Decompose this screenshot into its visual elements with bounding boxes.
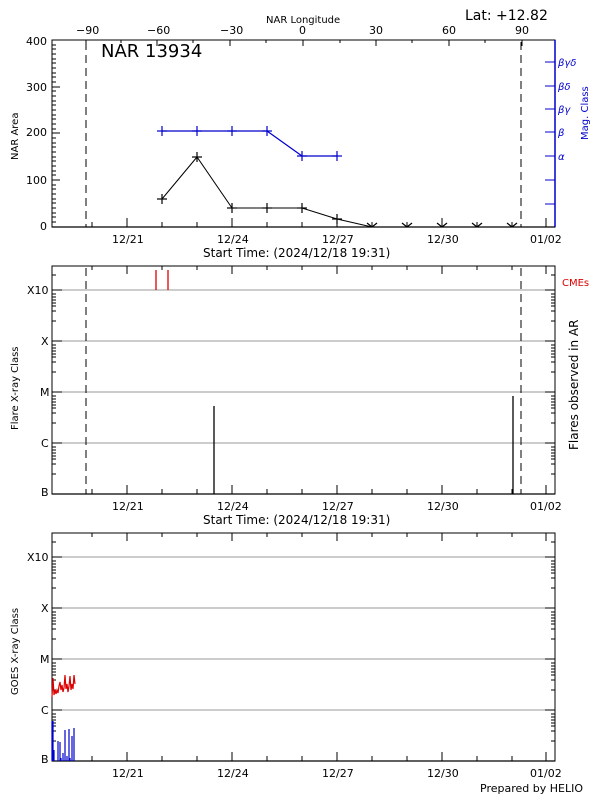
- top-axis-title: NAR Longitude: [266, 15, 340, 26]
- svg-text:βγδ: βγδ: [557, 58, 576, 69]
- series-nar-area: [157, 152, 518, 228]
- svg-text:X10: X10: [27, 284, 49, 297]
- svg-text:0: 0: [40, 220, 47, 233]
- series-mag-class: [157, 126, 342, 161]
- svg-text:−30: −30: [220, 24, 243, 37]
- svg-text:C: C: [41, 704, 49, 717]
- panel-nar-area: NAR 13934 −90 −60 −30 0 30 60 90 400 300…: [10, 24, 591, 260]
- series-flares: [213, 396, 514, 494]
- svg-text:−90: −90: [76, 24, 99, 37]
- svg-text:400: 400: [26, 35, 47, 48]
- svg-text:90: 90: [515, 24, 529, 37]
- credit-label: Prepared by HELIO: [480, 782, 583, 795]
- svg-text:α: α: [558, 152, 565, 163]
- svg-text:βγ: βγ: [557, 105, 571, 116]
- grid-lines: [60, 556, 555, 711]
- svg-text:B: B: [41, 753, 49, 766]
- y-axis-goes-class: X10 X M C B: [27, 541, 555, 766]
- svg-text:C: C: [41, 437, 49, 450]
- svg-text:01/02: 01/02: [530, 500, 562, 513]
- plot-frame: [51, 532, 556, 762]
- panel-flare-class: X10 X M C B Flare X-ray Class C M: [10, 265, 589, 527]
- plot-frame: [51, 39, 556, 228]
- longitude-ticks: −90 −60 −30 0 30 60 90: [76, 24, 529, 46]
- series-goes-short: [51, 721, 75, 761]
- svg-text:B: B: [41, 486, 49, 499]
- svg-text:12/27: 12/27: [322, 767, 354, 780]
- svg-text:12/30: 12/30: [427, 233, 459, 246]
- svg-text:12/21: 12/21: [112, 233, 144, 246]
- svg-text:12/21: 12/21: [112, 500, 144, 513]
- svg-text:12/24: 12/24: [217, 767, 249, 780]
- grid-lines: [60, 289, 555, 444]
- series-goes-long: [51, 674, 76, 698]
- svg-text:30: 30: [369, 24, 383, 37]
- svg-text:X: X: [41, 602, 49, 615]
- svg-text:12/21: 12/21: [112, 767, 144, 780]
- x-axis-dates: 12/21 12/24 12/27 12/30 01/02: [91, 218, 562, 246]
- svg-text:β: β: [557, 128, 565, 139]
- svg-text:12/27: 12/27: [322, 233, 354, 246]
- cme-legend: CMEs: [562, 278, 589, 289]
- svg-text:12/30: 12/30: [427, 767, 459, 780]
- svg-text:12/30: 12/30: [427, 500, 459, 513]
- svg-text:01/02: 01/02: [530, 767, 562, 780]
- svg-text:M: M: [40, 386, 50, 399]
- svg-text:200: 200: [26, 126, 47, 139]
- latitude-label: Lat: +12.82: [465, 8, 548, 24]
- y-axis-label-flare: Flare X-ray Class: [10, 347, 21, 431]
- y-axis-mag-class: βγδ βδ βγ β α: [545, 58, 576, 205]
- y-axis-label-goes: GOES X-ray Class: [10, 608, 21, 695]
- x-axis-dates: 12/21 12/24 12/27 12/30 01/02: [91, 752, 562, 780]
- svg-text:60: 60: [442, 24, 456, 37]
- x-axis-label-start-time: Start Time: (2024/12/18 19:31): [203, 513, 390, 527]
- y-axis-label-area: NAR Area: [10, 113, 21, 160]
- svg-text:X10: X10: [27, 551, 49, 564]
- x-axis-label-start-time: Start Time: (2024/12/18 19:31): [203, 246, 390, 260]
- y2-axis-label-mag: Mag. Class: [580, 86, 591, 140]
- panel-goes-xray: X10 X M C B GOES X-ray Class: [10, 532, 562, 780]
- svg-text:βδ: βδ: [557, 82, 571, 93]
- svg-text:M: M: [40, 653, 50, 666]
- svg-text:12/24: 12/24: [217, 500, 249, 513]
- y-axis-area: 400 300 200 100 0: [26, 35, 60, 233]
- svg-text:−60: −60: [147, 24, 170, 37]
- svg-text:0: 0: [299, 24, 306, 37]
- y2-axis-label-flares-observed: Flares observed in AR: [567, 320, 581, 450]
- svg-text:01/02: 01/02: [530, 233, 562, 246]
- x-axis-dates: 12/21 12/24 12/27 12/30 01/02: [91, 485, 562, 513]
- svg-text:100: 100: [26, 174, 47, 187]
- y-axis-flare-class: X10 X M C B: [27, 274, 555, 499]
- svg-text:300: 300: [26, 81, 47, 94]
- region-title: NAR 13934: [101, 41, 202, 62]
- plot-frame: [51, 265, 556, 495]
- svg-text:X: X: [41, 335, 49, 348]
- svg-text:12/27: 12/27: [322, 500, 354, 513]
- series-cmes: [155, 270, 169, 290]
- svg-text:12/24: 12/24: [217, 233, 249, 246]
